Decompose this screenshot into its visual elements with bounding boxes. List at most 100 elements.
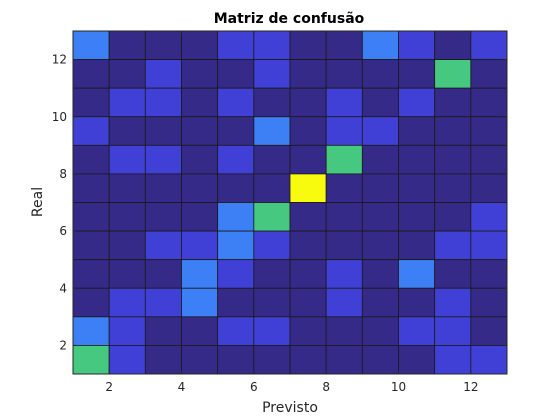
heatmap-cell <box>398 259 436 289</box>
heatmap-cell <box>253 144 291 175</box>
heatmap-cell <box>289 173 327 203</box>
heatmap-cell <box>144 202 182 232</box>
heatmap-cell <box>181 345 219 375</box>
heatmap-cell <box>72 287 110 318</box>
heatmap-cell <box>398 287 436 318</box>
heatmap-cell <box>108 144 146 175</box>
heatmap-cell <box>144 259 182 289</box>
heatmap-cell <box>289 87 327 118</box>
heatmap-cell <box>217 173 255 203</box>
heatmap-cell <box>398 30 436 60</box>
heatmap-cell <box>325 230 363 261</box>
heatmap-cell <box>398 230 436 261</box>
heatmap-cell <box>72 30 110 60</box>
heatmap-cell <box>72 259 110 289</box>
heatmap-cell <box>325 173 363 203</box>
heatmap-cell <box>434 59 472 89</box>
x-tick-label: 2 <box>105 380 113 394</box>
heatmap-cell <box>325 345 363 375</box>
x-tick-label: 10 <box>391 380 406 394</box>
heatmap-cell <box>253 30 291 60</box>
heatmap-cell <box>361 230 399 261</box>
heatmap-cell <box>289 30 327 60</box>
heatmap-cell <box>144 316 182 346</box>
heatmap-cell <box>325 259 363 289</box>
heatmap-cell <box>289 316 327 346</box>
heatmap-cell <box>181 202 219 232</box>
heatmap-cell <box>72 116 110 146</box>
x-tick-label: 8 <box>322 380 330 394</box>
heatmap-cell <box>108 59 146 89</box>
heatmap-cell <box>72 144 110 175</box>
y-tick-label: 2 <box>59 338 67 352</box>
x-tick-label: 6 <box>250 380 258 394</box>
heatmap-cell <box>325 287 363 318</box>
heatmap-cell <box>108 316 146 346</box>
heatmap-cell <box>289 345 327 375</box>
heatmap-cell <box>108 202 146 232</box>
chart-title: Matriz de confusão <box>214 11 365 27</box>
heatmap-cell <box>470 316 508 346</box>
heatmap-cell <box>434 116 472 146</box>
heatmap-cell <box>434 287 472 318</box>
y-tick-label: 12 <box>52 53 67 67</box>
heatmap-cell <box>72 173 110 203</box>
y-tick-label: 4 <box>59 281 67 295</box>
heatmap-cell <box>72 316 110 346</box>
heatmap-cell <box>108 116 146 146</box>
heatmap-cell <box>398 316 436 346</box>
heatmap-cell <box>289 287 327 318</box>
heatmap-cell <box>289 230 327 261</box>
heatmap-cell <box>325 30 363 60</box>
heatmap-cell <box>253 116 291 146</box>
heatmap-cell <box>325 59 363 89</box>
heatmap-cell <box>217 345 255 375</box>
heatmap-cell <box>289 144 327 175</box>
heatmap-cell <box>253 230 291 261</box>
y-tick-label: 10 <box>52 110 67 124</box>
heatmap-cell <box>144 144 182 175</box>
heatmap-cell <box>434 259 472 289</box>
heatmap-cell <box>181 59 219 89</box>
heatmap-cell <box>181 87 219 118</box>
heatmap-cell <box>72 202 110 232</box>
x-tick-label: 12 <box>463 380 478 394</box>
heatmap-cell <box>144 116 182 146</box>
heatmap-cell <box>470 173 508 203</box>
y-axis-label: Real <box>30 187 46 217</box>
heatmap-cell <box>470 259 508 289</box>
x-axis-ticks: 2 4 6 8 10 12 <box>105 31 478 394</box>
plot-frame <box>72 30 508 375</box>
heatmap-cell <box>108 30 146 60</box>
heatmap-cell <box>289 116 327 146</box>
heatmap-cell <box>361 287 399 318</box>
heatmap-cell <box>434 87 472 118</box>
heatmap-cell <box>217 144 255 175</box>
heatmap-cell <box>253 87 291 118</box>
heatmap-cell <box>253 202 291 232</box>
heatmap-cell <box>470 202 508 232</box>
heatmap-cell <box>361 202 399 232</box>
heatmap-cell <box>72 230 110 261</box>
heatmap-cell <box>470 287 508 318</box>
heatmap-cell <box>434 30 472 60</box>
heatmap-cell <box>325 116 363 146</box>
heatmap-cell <box>217 87 255 118</box>
heatmap-cell <box>108 345 146 375</box>
x-axis-label: Previsto <box>262 400 318 416</box>
heatmap-cell <box>398 144 436 175</box>
heatmap-cell <box>108 287 146 318</box>
heatmap-cell <box>72 87 110 118</box>
heatmap-cell <box>253 259 291 289</box>
x-tick-label: 4 <box>178 380 186 394</box>
heatmap-cell <box>217 259 255 289</box>
y-tick-label: 6 <box>59 224 67 238</box>
heatmap-cell <box>72 345 110 375</box>
heatmap-cell <box>470 230 508 261</box>
heatmap-cell <box>470 30 508 60</box>
heatmap-cell <box>217 59 255 89</box>
heatmap-cell <box>398 116 436 146</box>
heatmap-cell <box>398 173 436 203</box>
heatmap-cell <box>217 316 255 346</box>
heatmap-cell <box>289 259 327 289</box>
